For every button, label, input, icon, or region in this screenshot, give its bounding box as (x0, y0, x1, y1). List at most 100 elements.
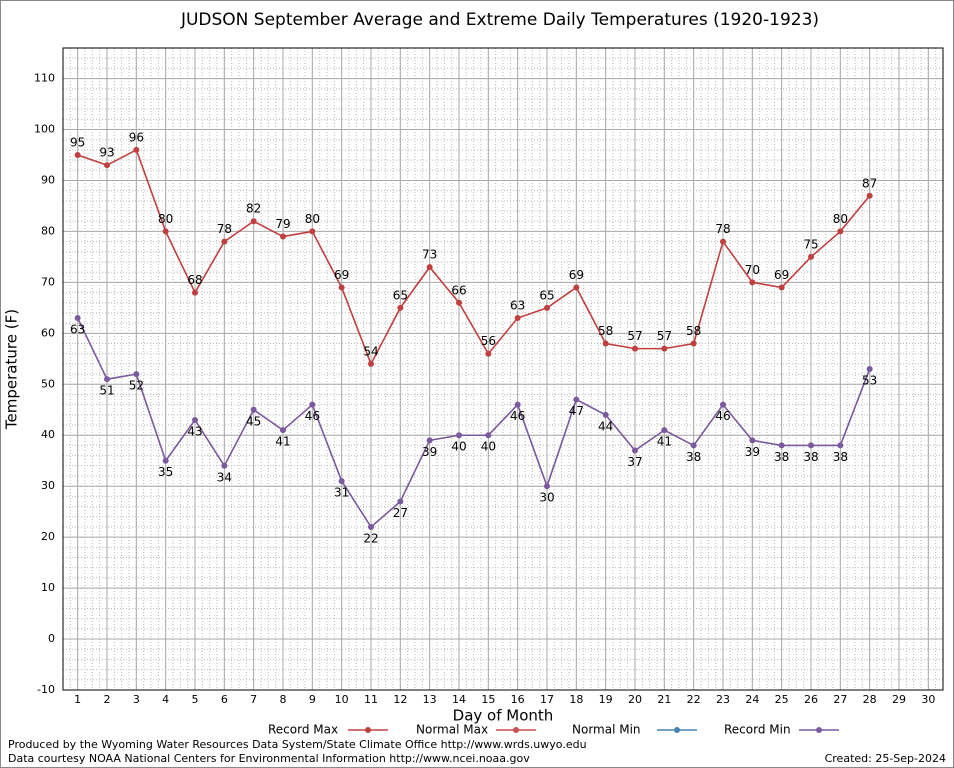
data-label: 38 (803, 450, 818, 464)
x-tick-label: 4 (162, 693, 169, 706)
data-label: 39 (422, 445, 437, 459)
x-tick-label: 8 (280, 693, 287, 706)
x-tick-label: 20 (628, 693, 642, 706)
data-label: 46 (510, 409, 525, 423)
data-label: 38 (686, 450, 701, 464)
point (250, 218, 257, 225)
data-label: 78 (715, 222, 730, 236)
point (544, 304, 550, 311)
point (778, 442, 785, 449)
point (778, 284, 785, 291)
data-label: 54 (363, 344, 378, 358)
data-label: 43 (187, 424, 202, 438)
data-label: 58 (598, 324, 613, 338)
x-tick-label: 9 (309, 693, 316, 706)
data-label: 46 (305, 409, 320, 423)
point (808, 442, 814, 449)
x-tick-label: 23 (716, 693, 730, 706)
data-label: 53 (862, 374, 877, 388)
data-label: 93 (99, 146, 114, 160)
data-label: 79 (275, 217, 290, 231)
x-tick-label: 28 (863, 693, 877, 706)
data-label: 87 (862, 176, 877, 190)
data-label: 56 (481, 334, 496, 348)
data-label: 75 (803, 237, 818, 251)
data-label: 78 (217, 222, 232, 236)
point (104, 376, 110, 383)
data-label: 37 (627, 455, 642, 469)
point (456, 299, 462, 306)
data-label: 40 (451, 440, 466, 454)
y-tick-label: 40 (41, 428, 55, 441)
point (808, 253, 814, 260)
data-label: 69 (774, 268, 789, 282)
data-label: 52 (129, 379, 144, 393)
data-label: 70 (745, 263, 760, 277)
x-tick-label: 19 (599, 693, 613, 706)
data-label: 47 (569, 404, 584, 418)
legend-marker (674, 727, 680, 733)
data-label: 65 (539, 288, 554, 302)
data-label: 73 (422, 248, 437, 262)
legend-marker (513, 727, 519, 733)
point (368, 360, 374, 367)
x-axis-label: Day of Month (453, 707, 554, 725)
y-tick-label: 10 (41, 581, 55, 594)
data-label: 34 (217, 470, 232, 484)
point (162, 228, 169, 235)
point (250, 406, 257, 413)
x-tick-label: 21 (657, 693, 671, 706)
x-tick-label: 30 (921, 693, 935, 706)
line (76, 317, 871, 529)
point (162, 457, 169, 464)
point (280, 427, 286, 434)
point (690, 340, 697, 347)
data-label: 68 (187, 273, 202, 287)
y-tick-label: 60 (41, 326, 55, 339)
data-label: 22 (363, 531, 378, 545)
data-label: 96 (129, 130, 144, 144)
x-tick-label: 5 (192, 693, 199, 706)
data-label: 63 (70, 323, 85, 337)
x-tick-label: 12 (393, 693, 407, 706)
point (866, 366, 873, 372)
point (192, 416, 198, 423)
point (544, 483, 550, 490)
x-tick-label: 18 (569, 693, 583, 706)
point (456, 432, 462, 439)
point (661, 345, 668, 352)
x-tick-label: 6 (221, 693, 228, 706)
point (221, 462, 228, 469)
data-label: 63 (510, 299, 525, 313)
y-tick-label: 0 (48, 632, 55, 645)
point (221, 238, 228, 245)
data-label: 58 (686, 324, 701, 338)
data-label: 57 (627, 329, 642, 343)
point (720, 401, 726, 408)
point (514, 315, 521, 322)
data-label: 39 (745, 445, 760, 459)
footer: Data courtesy NOAA National Centers for … (8, 752, 530, 765)
point (749, 279, 756, 286)
y-tick-label: 110 (34, 72, 55, 85)
chart-title: JUDSON September Average and Extreme Dai… (180, 10, 819, 30)
y-tick-label: 70 (41, 275, 55, 288)
x-tick-label: 16 (511, 693, 525, 706)
point (485, 432, 492, 439)
point (133, 146, 140, 153)
data-label: 51 (99, 384, 114, 398)
point (514, 401, 521, 408)
data-label: 80 (833, 212, 848, 226)
x-tick-label: 27 (833, 693, 847, 706)
point (602, 411, 609, 418)
point (74, 315, 81, 322)
data-label: 38 (774, 450, 789, 464)
y-tick-label: 80 (41, 224, 55, 237)
point (397, 304, 404, 311)
data-label: 31 (334, 486, 349, 500)
y-tick-label: 20 (41, 530, 55, 543)
data-label: 82 (246, 202, 261, 216)
legend-label: Normal Max (416, 723, 488, 737)
point (720, 238, 726, 245)
x-tick-label: 14 (452, 693, 466, 706)
